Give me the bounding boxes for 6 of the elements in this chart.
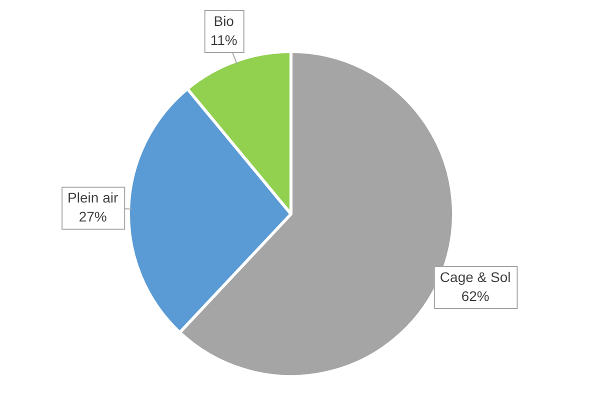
data-label: 27% bbox=[78, 208, 107, 225]
data-label: 11% bbox=[210, 32, 238, 48]
slice-label: Plein air bbox=[68, 190, 118, 206]
data-label: 62% bbox=[461, 288, 490, 304]
slice-label: Bio bbox=[214, 12, 234, 29]
slice-label: Cage & Sol bbox=[440, 268, 511, 285]
